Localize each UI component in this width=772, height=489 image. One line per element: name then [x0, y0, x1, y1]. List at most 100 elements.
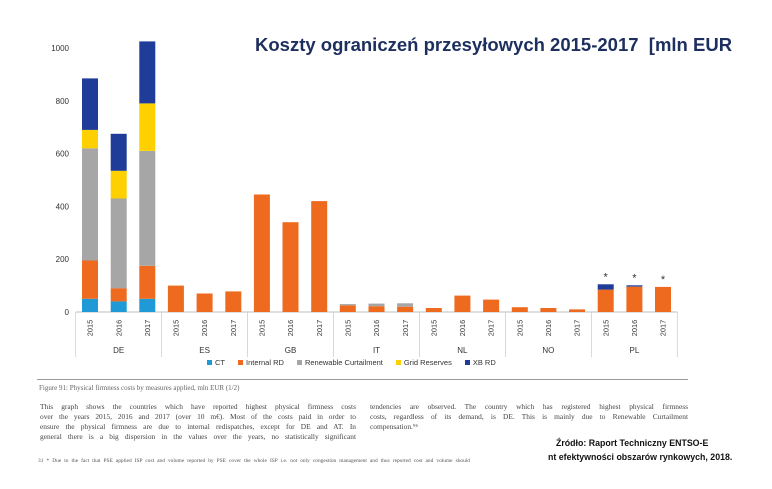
chart-legend: CT Internal RD Renewable Curtailment Grid R…	[207, 358, 496, 367]
x-group-label: NL	[457, 346, 468, 355]
x-tick-label: 2015	[429, 320, 438, 336]
bar-segment-internal-rd-de-2017	[139, 265, 156, 299]
legend-label: Renewable Curtailment	[304, 358, 383, 367]
x-group-label: ES	[199, 346, 210, 355]
bar-segment-ct-de-2016	[110, 301, 127, 312]
body-text-left-column: This graph shows the countries which hav…	[40, 402, 356, 442]
bar-annotation-asterisk: *	[661, 274, 666, 286]
x-tick-label: 2015	[515, 320, 524, 336]
bar-segment-internal-rd-nl-2016	[454, 295, 471, 312]
bar-annotation-asterisk: *	[604, 271, 609, 283]
x-tick-label: 2017	[401, 320, 410, 336]
legend-item-renewable-curtailment: Renewable Curtailment	[296, 358, 383, 367]
bar-segment-internal-rd-it-2015	[339, 305, 356, 312]
body-text-line: general there is a big dispersion in the…	[40, 432, 356, 441]
legend-label: XB RD	[472, 358, 496, 367]
x-tick-label: 2016	[114, 320, 123, 336]
body-text-right-column: tendencies are observed. The country whi…	[370, 402, 688, 432]
legend-swatch	[238, 360, 243, 365]
legend-label: Internal RD	[246, 358, 284, 367]
bar-segment-internal-rd-pl-2016	[626, 286, 643, 312]
stacked-bar-chart: 0 200 400 600 800 1000 2015 2016 2017 DE 2015 2016 2…	[51, 41, 678, 357]
x-tick-label: 2016	[372, 320, 381, 336]
bar-segment-grid-reserves-de-2017	[139, 103, 156, 151]
y-tick-label: 0	[65, 308, 70, 317]
bar-segment-internal-rd-it-2017	[397, 306, 414, 312]
bar-segment-internal-rd-gb-2017	[311, 201, 328, 312]
bar-annotation-asterisk: *	[632, 272, 637, 284]
source-line: Źródło: Raport Techniczny ENTSO-E	[556, 438, 709, 448]
x-tick-label: 2016	[458, 320, 467, 336]
body-text-line: tendencies are observed. The country whi…	[370, 402, 688, 411]
body-text-line: This graph shows the countries which hav…	[40, 402, 356, 411]
bar-segment-internal-rd-pl-2017	[655, 286, 671, 312]
x-tick-label: 2017	[659, 320, 668, 336]
legend-swatch	[464, 360, 470, 365]
x-group-label: GB	[285, 346, 297, 355]
bar-segment-internal-rd-pl-2015	[597, 289, 614, 312]
x-tick-label: 2016	[286, 320, 295, 336]
x-tick-label: 2017	[573, 320, 582, 336]
legend-item-internal-rd: Internal RD	[238, 358, 284, 367]
x-tick-label: 2016	[200, 320, 209, 336]
x-tick-label: 2017	[229, 320, 238, 336]
x-group-label: IT	[373, 346, 380, 355]
y-tick-label: 1000	[51, 44, 69, 53]
bar-segment-renewable-curtailment-de-2016	[110, 198, 127, 289]
source-note: Źródło: Raport Techniczny ENTSO-E nt efe…	[548, 436, 732, 464]
body-text-line: ensure the physical firmness are due to …	[40, 422, 356, 431]
body-text-line: compensation.⁹⁶	[370, 422, 419, 431]
bar-segment-internal-rd-no-2017	[569, 309, 585, 312]
bar-segment-renewable-curtailment-de-2015	[82, 148, 98, 261]
bar-segment-internal-rd-gb-2015	[253, 194, 270, 312]
legend-item-grid-reserves: Grid Reserves	[395, 358, 452, 367]
x-tick-label: 2017	[315, 320, 324, 336]
bar-segment-xb-rd-de-2017	[139, 41, 156, 104]
bar-segment-renewable-curtailment-it-2015	[339, 304, 356, 306]
source-line: nt efektywności obszarów rynkowych, 2018…	[548, 452, 733, 462]
y-tick-label: 800	[56, 97, 70, 106]
x-group-label: PL	[630, 346, 640, 355]
bar-segment-internal-rd-no-2015	[511, 307, 528, 312]
bar-segment-renewable-curtailment-it-2017	[397, 303, 414, 307]
y-tick-label: 400	[56, 202, 70, 211]
legend-swatch	[207, 360, 212, 365]
x-tick-label: 2015	[601, 320, 610, 336]
figure-caption: Figure 91: Physical firmness costs by me…	[39, 384, 240, 392]
legend-item-xb-rd: XB RD	[464, 358, 496, 367]
bar-segment-ct-de-2017	[139, 298, 156, 312]
bar-segment-internal-rd-es-2016	[196, 293, 213, 312]
bar-segment-xb-rd-pl-2015	[597, 284, 614, 290]
legend-label: Grid Reserves	[403, 358, 452, 367]
x-group-label: NO	[542, 346, 554, 355]
bar-segment-internal-rd-es-2015	[167, 285, 184, 312]
bar-segment-internal-rd-no-2016	[540, 308, 557, 312]
bar-segment-internal-rd-de-2016	[110, 288, 127, 302]
x-tick-label: 2015	[343, 320, 352, 336]
bar-segment-internal-rd-de-2015	[82, 260, 98, 299]
x-tick-label: 2017	[143, 320, 152, 336]
x-tick-label: 2016	[630, 320, 639, 336]
bar-segment-internal-rd-es-2017	[225, 291, 242, 312]
x-tick-label: 2015	[258, 320, 267, 336]
footnote: 31 * Due to the fact that PSE applied IS…	[38, 458, 470, 464]
body-text-line: costs, regardless of its demand, is DE. …	[370, 412, 688, 421]
x-tick-label: 2016	[544, 320, 553, 336]
bar-segment-grid-reserves-de-2015	[82, 129, 98, 149]
chart-title: Koszty ograniczeń przesyłowych 2015-2017…	[255, 34, 733, 55]
bar-segment-internal-rd-gb-2016	[282, 222, 299, 312]
x-tick-label: 2015	[86, 320, 95, 336]
bar-segment-renewable-curtailment-it-2016	[368, 303, 385, 307]
bar-segment-internal-rd-it-2016	[368, 306, 385, 312]
bar-segment-renewable-curtailment-de-2017	[139, 151, 156, 266]
bar-segment-xb-rd-de-2015	[82, 78, 98, 130]
bar-segment-ct-de-2015	[82, 298, 98, 312]
body-text-line: over the years 2015, 2016 and 2017 (over…	[40, 412, 356, 421]
legend-swatch	[395, 360, 401, 365]
legend-swatch	[296, 360, 302, 365]
bar-segment-xb-rd-pl-2016	[626, 285, 643, 287]
bar-segment-internal-rd-nl-2017	[483, 299, 500, 312]
legend-label: CT	[215, 358, 225, 367]
bar-segment-internal-rd-nl-2015	[425, 308, 442, 312]
